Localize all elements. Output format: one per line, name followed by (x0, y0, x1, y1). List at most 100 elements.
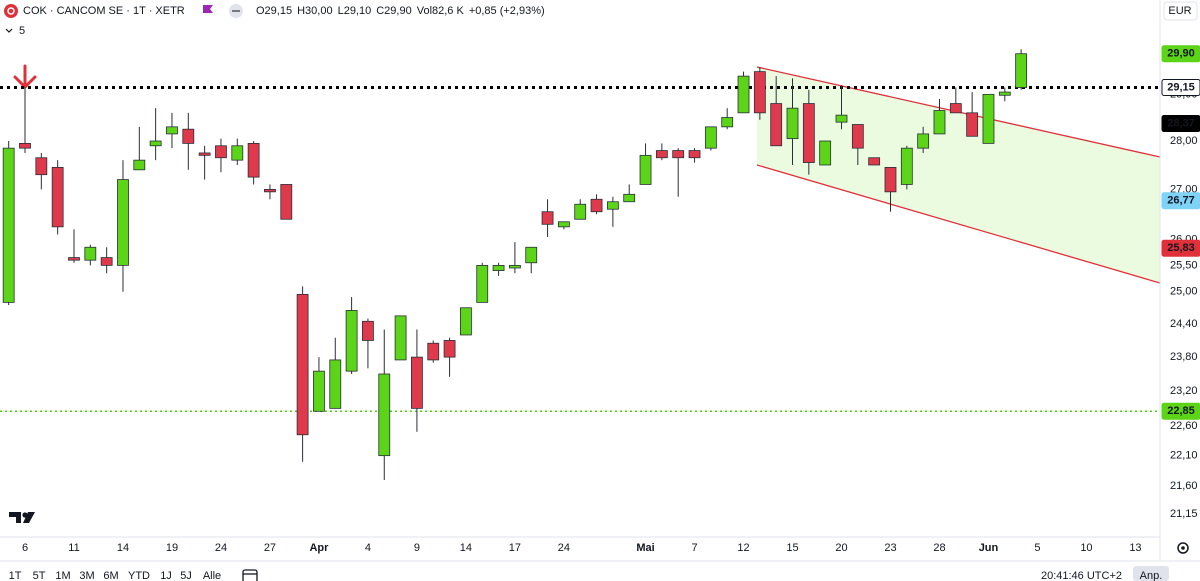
price-label: 22,85 (1167, 405, 1195, 417)
candle-body (182, 128, 195, 144)
candle-body (492, 264, 505, 272)
x-tick-label: 15 (786, 542, 798, 554)
ohlc-value: Vol82,6 K (417, 5, 465, 17)
flag-icon[interactable] (203, 5, 213, 13)
channel-fill (757, 67, 1160, 283)
candle-body (606, 201, 619, 210)
candle-body (476, 264, 489, 303)
tv-logo-t (9, 512, 21, 523)
x-tick-label: Jun (979, 542, 999, 554)
candle-body (688, 150, 701, 159)
candle-body (900, 147, 913, 185)
candle-body (557, 221, 570, 228)
x-tick-label: 13 (1129, 542, 1141, 554)
x-tick-label: 9 (414, 542, 420, 554)
y-tick-label: 23,80 (1170, 351, 1198, 363)
candle-body (835, 114, 848, 123)
candle-body (313, 370, 325, 412)
range-button[interactable]: 6M (103, 570, 118, 581)
candle-body (280, 184, 293, 220)
range-button[interactable]: 3M (79, 570, 94, 581)
y-tick-label: 22,60 (1170, 420, 1198, 432)
candle-body (704, 126, 717, 149)
x-tick-label: Apr (309, 542, 329, 554)
channel-lower (756, 164, 1160, 284)
range-button[interactable]: 5T (33, 570, 46, 581)
x-tick-label: 6 (22, 542, 28, 554)
x-tick-label: 12 (737, 542, 749, 554)
candle-body (215, 145, 227, 159)
candle-body (868, 157, 881, 166)
candle-body (133, 159, 146, 171)
candle-body (296, 293, 309, 436)
candle-body (574, 203, 587, 220)
range-button[interactable]: Alle (203, 570, 221, 581)
calendar-button[interactable] (242, 569, 258, 581)
range-button[interactable]: 1T (9, 570, 22, 581)
candle-body (819, 140, 832, 166)
x-tick-label: 24 (215, 542, 227, 554)
y-tick-label: 21,60 (1170, 480, 1198, 492)
price-label: 29,15 (1167, 81, 1195, 93)
x-tick-label: 17 (509, 542, 521, 554)
price-label: 28,37 (1167, 117, 1195, 129)
candle-body (982, 93, 995, 144)
price-label-box (1161, 45, 1200, 63)
settings-button[interactable] (1177, 542, 1189, 554)
price-label-box (1161, 239, 1200, 257)
candle-body (770, 103, 783, 147)
ohlc-value: C29,90 (376, 5, 411, 17)
price-label: 26,77 (1167, 195, 1195, 207)
candle-body (231, 145, 244, 161)
arrow-annotation (13, 64, 37, 90)
candle-body (68, 257, 80, 261)
price-label-box (1161, 78, 1200, 96)
x-tick-label: 24 (558, 542, 570, 554)
adjust-box[interactable] (1133, 566, 1169, 581)
candle-body (590, 198, 603, 213)
range-button[interactable]: 1M (55, 570, 70, 581)
candle-body (525, 246, 538, 264)
y-tick-label: 22,10 (1170, 450, 1198, 462)
candle-body (786, 107, 799, 140)
candle-body (460, 307, 472, 336)
x-tick-label: 20 (835, 542, 847, 554)
range-button[interactable]: YTD (128, 570, 150, 581)
candle-body (378, 373, 391, 457)
plot: 6 11 14 19 24 27 Apr 4 9 14 17 24 Mai 7 12 15 20 23 28 Jun 5… (0, 49, 1160, 554)
candle-body (345, 310, 358, 372)
indicator-count[interactable]: 5 (19, 25, 25, 37)
price-label: 25,83 (1167, 242, 1195, 254)
range-button[interactable]: 1J (160, 570, 172, 581)
adjust-button[interactable]: Anp. (1140, 570, 1163, 581)
candle-body (198, 152, 211, 156)
symbol-title[interactable]: COK · CANCOM SE · 1T · XETR (23, 5, 185, 17)
x-tick-label: 7 (691, 542, 697, 554)
currency[interactable]: EUR (1168, 5, 1191, 17)
candle-body (329, 359, 342, 409)
candle-body (427, 342, 440, 361)
candle-body (753, 71, 766, 114)
currency-box[interactable] (1163, 1, 1198, 21)
candle-body (84, 246, 97, 261)
candle-body (737, 75, 750, 114)
x-tick-label: 14 (460, 542, 472, 554)
candle-body (884, 166, 897, 193)
range-button[interactable]: 5J (180, 570, 192, 581)
symbol-logo (4, 4, 18, 18)
candle-body (166, 126, 178, 135)
candle-body (362, 320, 374, 341)
candle-body (917, 133, 930, 149)
y-tick-label: 28,00 (1170, 135, 1198, 147)
y-tick-label: 25,50 (1170, 259, 1198, 271)
tv-logo-v (23, 512, 35, 523)
y-tick-label: 25,00 (1170, 286, 1198, 298)
ohlc-value: H30,00 (297, 5, 332, 17)
x-tick-label: 4 (365, 542, 371, 554)
candle-body (35, 157, 48, 176)
x-tick-label: Mai (636, 542, 654, 554)
indicator-chevron[interactable] (5, 28, 13, 33)
candle-body (51, 166, 64, 228)
